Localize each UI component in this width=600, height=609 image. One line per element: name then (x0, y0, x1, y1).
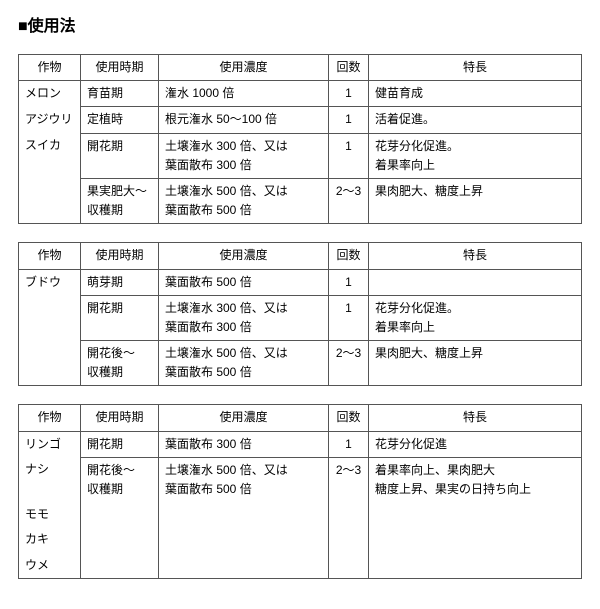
table-row: ウメ (19, 553, 582, 579)
conc-cell: 土壌潅水 500 倍、又は葉面散布 500 倍 (159, 457, 329, 502)
conc-cell: 土壌潅水 300 倍、又は葉面散布 300 倍 (159, 295, 329, 340)
feat-cell: 花芽分化促進。着果率向上 (369, 133, 582, 178)
feat-cell: 活着促進。 (369, 107, 582, 133)
crop-cell: モモ (19, 502, 81, 527)
timing-cell: 開花後～収穫期 (81, 341, 159, 386)
timing-cell: 開花期 (81, 431, 159, 457)
table-row: カキ (19, 527, 582, 552)
feat-cell: 果肉肥大、糖度上昇 (369, 178, 582, 223)
table-row: ブドウ 萌芽期 葉面散布 500 倍 1 (19, 269, 582, 295)
col-feature: 特長 (369, 55, 582, 81)
usage-table-3: 作物 使用時期 使用濃度 回数 特長 リンゴ 開花期 葉面散布 300 倍 1 … (18, 404, 582, 578)
crop-cell (19, 178, 81, 223)
col-crop: 作物 (19, 405, 81, 431)
col-conc: 使用濃度 (159, 405, 329, 431)
crop-cell: ブドウ (19, 269, 81, 295)
conc-cell: 根元潅水 50～100 倍 (159, 107, 329, 133)
crop-cell: ナシ (19, 457, 81, 502)
table-row: 開花後～収穫期 土壌潅水 500 倍、又は葉面散布 500 倍 2～3 果肉肥大… (19, 341, 582, 386)
conc-cell: 土壌潅水 500 倍、又は葉面散布 500 倍 (159, 178, 329, 223)
col-timing: 使用時期 (81, 405, 159, 431)
count-cell: 2～3 (329, 457, 369, 502)
table-row: 開花期 土壌潅水 300 倍、又は葉面散布 300 倍 1 花芽分化促進。着果率… (19, 295, 582, 340)
crop-cell: カキ (19, 527, 81, 552)
conc-cell: 土壌潅水 300 倍、又は葉面散布 300 倍 (159, 133, 329, 178)
count-cell: 2～3 (329, 178, 369, 223)
crop-cell (19, 295, 81, 340)
conc-cell: 葉面散布 500 倍 (159, 269, 329, 295)
timing-cell: 萌芽期 (81, 269, 159, 295)
crop-cell: リンゴ (19, 431, 81, 457)
count-cell: 2～3 (329, 341, 369, 386)
usage-table-1: 作物 使用時期 使用濃度 回数 特長 メロン 育苗期 潅水 1000 倍 1 健… (18, 54, 582, 224)
crop-cell: ウメ (19, 553, 81, 579)
col-timing: 使用時期 (81, 55, 159, 81)
col-feature: 特長 (369, 243, 582, 269)
count-cell: 1 (329, 81, 369, 107)
col-count: 回数 (329, 405, 369, 431)
crop-cell: スイカ (19, 133, 81, 178)
table-row: メロン 育苗期 潅水 1000 倍 1 健苗育成 (19, 81, 582, 107)
usage-table-2: 作物 使用時期 使用濃度 回数 特長 ブドウ 萌芽期 葉面散布 500 倍 1 … (18, 242, 582, 386)
col-timing: 使用時期 (81, 243, 159, 269)
feat-cell (369, 269, 582, 295)
feat-cell: 健苗育成 (369, 81, 582, 107)
timing-cell: 果実肥大～収穫期 (81, 178, 159, 223)
timing-cell: 開花後～収穫期 (81, 457, 159, 502)
col-feature: 特長 (369, 405, 582, 431)
count-cell: 1 (329, 269, 369, 295)
crop-cell: メロン (19, 81, 81, 107)
timing-cell: 育苗期 (81, 81, 159, 107)
feat-cell: 花芽分化促進。着果率向上 (369, 295, 582, 340)
table-row: ナシ 開花後～収穫期 土壌潅水 500 倍、又は葉面散布 500 倍 2～3 着… (19, 457, 582, 502)
page-title: ■使用法 (18, 12, 582, 36)
count-cell: 1 (329, 107, 369, 133)
conc-cell: 潅水 1000 倍 (159, 81, 329, 107)
col-count: 回数 (329, 55, 369, 81)
feat-cell: 着果率向上、果肉肥大糖度上昇、果実の日持ち向上 (369, 457, 582, 502)
conc-cell: 葉面散布 300 倍 (159, 431, 329, 457)
feat-cell: 花芽分化促進 (369, 431, 582, 457)
col-conc: 使用濃度 (159, 243, 329, 269)
conc-cell: 土壌潅水 500 倍、又は葉面散布 500 倍 (159, 341, 329, 386)
table-header-row: 作物 使用時期 使用濃度 回数 特長 (19, 243, 582, 269)
timing-cell: 定植時 (81, 107, 159, 133)
table-row: モモ (19, 502, 582, 527)
timing-cell: 開花期 (81, 295, 159, 340)
col-crop: 作物 (19, 55, 81, 81)
timing-cell: 開花期 (81, 133, 159, 178)
table-row: リンゴ 開花期 葉面散布 300 倍 1 花芽分化促進 (19, 431, 582, 457)
table-row: スイカ 開花期 土壌潅水 300 倍、又は葉面散布 300 倍 1 花芽分化促進… (19, 133, 582, 178)
col-crop: 作物 (19, 243, 81, 269)
table-row: アジウリ 定植時 根元潅水 50～100 倍 1 活着促進。 (19, 107, 582, 133)
count-cell: 1 (329, 295, 369, 340)
feat-cell: 果肉肥大、糖度上昇 (369, 341, 582, 386)
crop-cell (19, 341, 81, 386)
table-row: 果実肥大～収穫期 土壌潅水 500 倍、又は葉面散布 500 倍 2～3 果肉肥… (19, 178, 582, 223)
count-cell: 1 (329, 431, 369, 457)
table-header-row: 作物 使用時期 使用濃度 回数 特長 (19, 405, 582, 431)
crop-cell: アジウリ (19, 107, 81, 133)
col-conc: 使用濃度 (159, 55, 329, 81)
table-header-row: 作物 使用時期 使用濃度 回数 特長 (19, 55, 582, 81)
count-cell: 1 (329, 133, 369, 178)
col-count: 回数 (329, 243, 369, 269)
